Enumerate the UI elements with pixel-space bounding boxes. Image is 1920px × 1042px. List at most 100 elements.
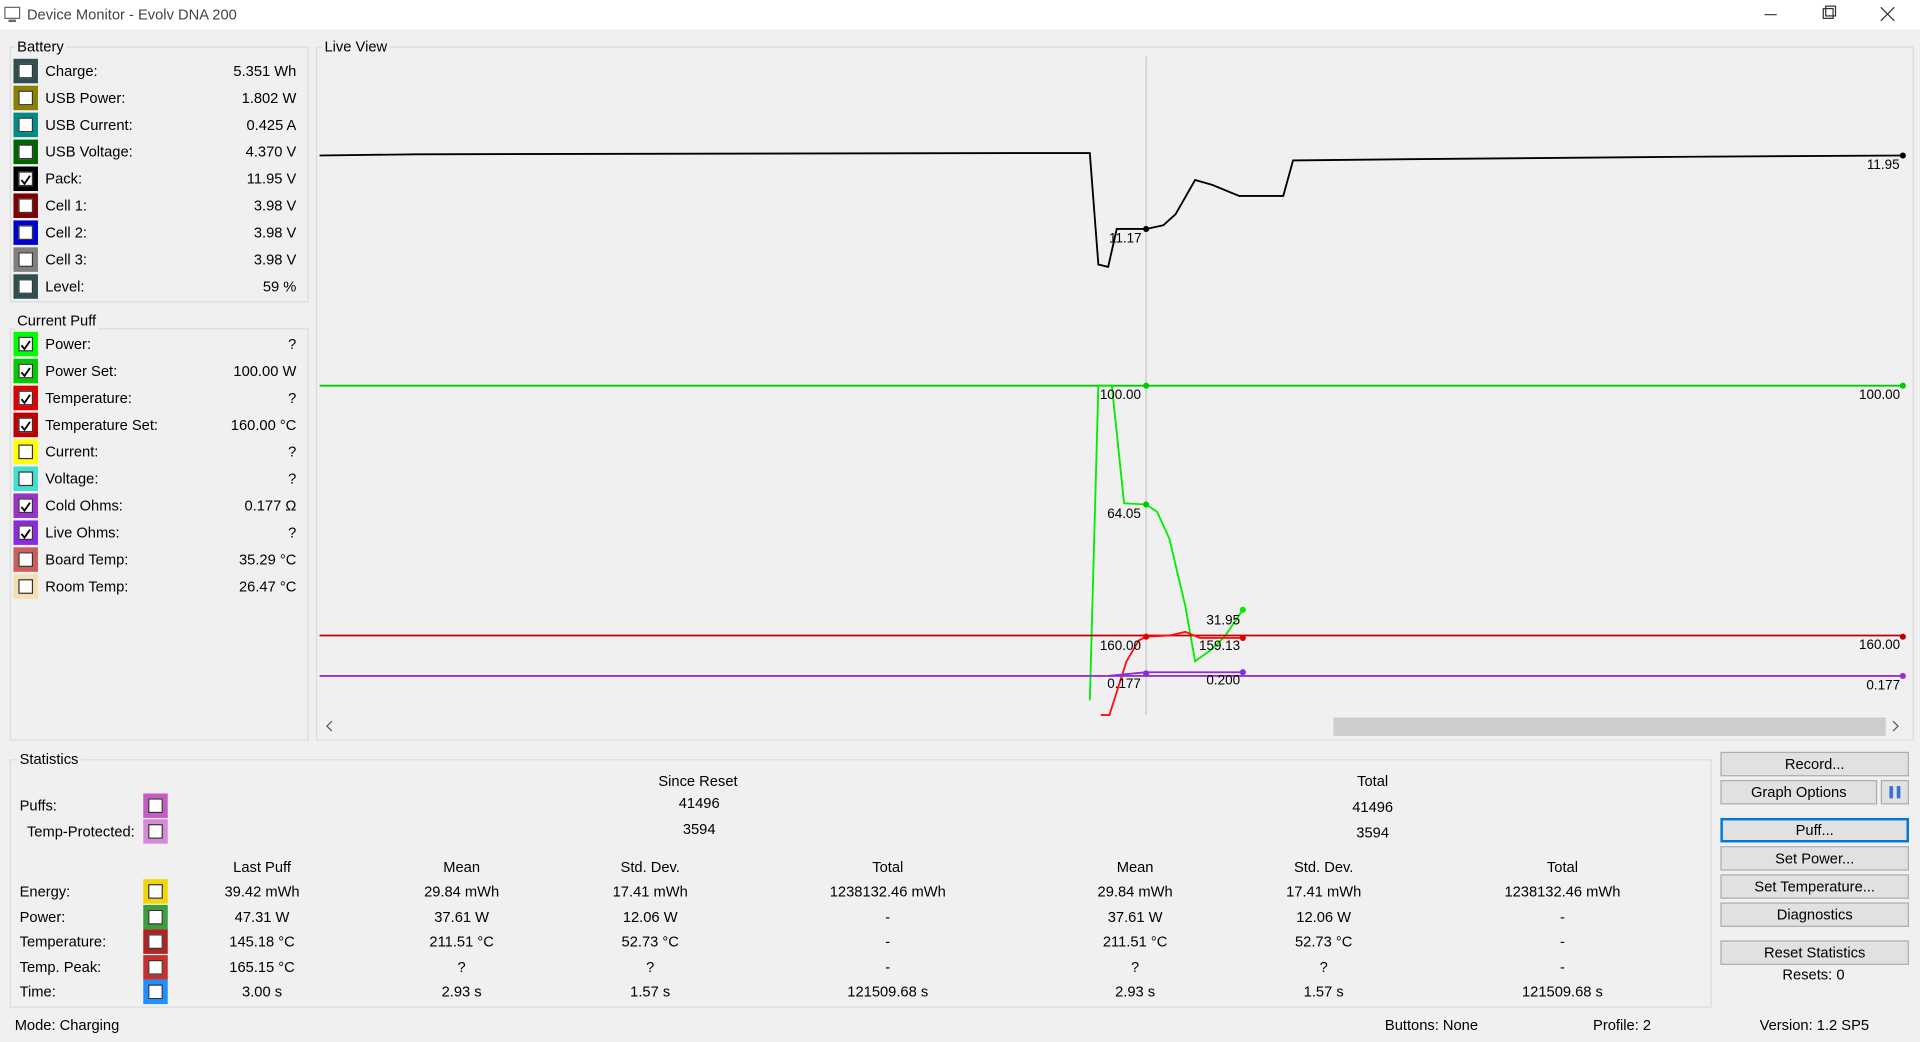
color-checkbox[interactable] bbox=[13, 412, 38, 438]
stat-cell: 1.57 s bbox=[630, 983, 671, 1001]
status-mode: Mode: Charging bbox=[14, 1016, 120, 1034]
graph-label: 64.05 bbox=[1107, 506, 1141, 521]
color-checkbox[interactable] bbox=[13, 166, 38, 192]
current-puff-group bbox=[9, 328, 309, 741]
pause-button[interactable] bbox=[1880, 780, 1909, 805]
reset-statistics-button[interactable]: Reset Statistics bbox=[1720, 940, 1909, 965]
window-controls[interactable] bbox=[1751, 5, 1910, 25]
field-label: Temperature: bbox=[45, 389, 132, 407]
stat-cell: - bbox=[885, 958, 891, 976]
stat-cell: 29.84 mWh bbox=[424, 882, 500, 901]
stat-cell: 1.57 s bbox=[1303, 983, 1344, 1001]
row-label: Energy: bbox=[19, 882, 71, 901]
stat-cell: ? bbox=[646, 958, 655, 976]
color-checkbox[interactable] bbox=[13, 112, 38, 138]
counter-since-reset: 41496 bbox=[678, 794, 720, 812]
color-checkbox[interactable] bbox=[13, 547, 38, 572]
color-checkbox[interactable] bbox=[143, 819, 168, 844]
field-label: Level: bbox=[45, 277, 85, 296]
field-value: 100.00 W bbox=[233, 362, 297, 380]
color-checkbox[interactable] bbox=[13, 274, 38, 299]
color-checkbox[interactable] bbox=[13, 466, 38, 492]
stat-cell: - bbox=[1560, 907, 1565, 926]
field-label: Cell 1: bbox=[45, 197, 87, 215]
stat-cell: - bbox=[1560, 933, 1565, 951]
stat-cell: 17.41 mWh bbox=[612, 882, 688, 901]
field-value: 59 % bbox=[262, 277, 297, 296]
stat-cell: ? bbox=[457, 958, 466, 976]
color-checkbox[interactable] bbox=[13, 520, 38, 545]
field-label: Pack: bbox=[45, 170, 83, 188]
color-checkbox[interactable] bbox=[143, 954, 168, 979]
graph-label: 100.00 bbox=[1100, 387, 1141, 402]
field-label: Power Set: bbox=[45, 362, 118, 380]
stat-cell: 1238132.46 mWh bbox=[829, 882, 946, 901]
column-header: Mean bbox=[443, 858, 481, 876]
color-checkbox[interactable] bbox=[143, 904, 168, 929]
color-checkbox[interactable] bbox=[143, 793, 168, 818]
stat-cell: 121509.68 s bbox=[847, 983, 929, 1001]
stat-cell: - bbox=[885, 907, 891, 926]
stat-cell: - bbox=[1560, 958, 1565, 976]
diagnostics-button[interactable]: Diagnostics bbox=[1720, 902, 1909, 927]
counter-label: Puffs: bbox=[19, 797, 57, 815]
field-value: 35.29 °C bbox=[238, 551, 297, 569]
color-checkbox[interactable] bbox=[13, 574, 38, 599]
color-checkbox[interactable] bbox=[143, 879, 168, 904]
field-label: USB Voltage: bbox=[45, 143, 133, 161]
column-header: Total bbox=[1546, 858, 1578, 876]
field-value: 3.98 V bbox=[253, 251, 297, 269]
field-value: 5.351 Wh bbox=[233, 62, 297, 80]
color-checkbox[interactable] bbox=[13, 385, 38, 411]
color-checkbox[interactable] bbox=[13, 331, 38, 357]
color-checkbox[interactable] bbox=[143, 929, 168, 954]
set-power-button[interactable]: Set Power... bbox=[1720, 846, 1909, 871]
scrollbar[interactable] bbox=[319, 716, 1908, 738]
field-label: Temperature Set: bbox=[45, 416, 159, 434]
app-icon bbox=[4, 6, 21, 23]
row-label: Time: bbox=[19, 983, 56, 1001]
color-checkbox[interactable] bbox=[13, 247, 38, 272]
field-label: Current: bbox=[45, 443, 99, 461]
field-value: ? bbox=[288, 470, 297, 488]
puff-button[interactable]: Puff... bbox=[1720, 817, 1909, 843]
field-value: 160.00 °C bbox=[230, 416, 297, 434]
group-title: Current Puff bbox=[14, 312, 99, 330]
color-checkbox[interactable] bbox=[13, 493, 38, 518]
column-header: Mean bbox=[1116, 858, 1154, 876]
set-temperature-button[interactable]: Set Temperature... bbox=[1720, 874, 1909, 899]
live-view-group bbox=[315, 46, 1914, 741]
column-header: Last Puff bbox=[233, 858, 291, 876]
color-checkbox[interactable] bbox=[13, 58, 38, 84]
field-value: 3.98 V bbox=[253, 224, 297, 242]
color-checkbox[interactable] bbox=[13, 193, 38, 218]
stat-cell: 17.41 mWh bbox=[1286, 882, 1362, 901]
counter-since-reset: 3594 bbox=[682, 820, 716, 838]
battery-group bbox=[9, 46, 309, 303]
stat-cell: 3.00 s bbox=[242, 983, 283, 1001]
stat-cell: 145.18 °C bbox=[229, 933, 295, 951]
color-checkbox[interactable] bbox=[13, 139, 38, 165]
stat-cell: 37.61 W bbox=[434, 907, 490, 926]
graph-label: 160.00 bbox=[1859, 637, 1900, 652]
color-checkbox[interactable] bbox=[13, 358, 38, 384]
field-label: Cold Ohms: bbox=[45, 497, 123, 515]
graph-label: 160.00 bbox=[1100, 638, 1141, 653]
field-label: Cell 2: bbox=[45, 224, 87, 242]
field-label: Board Temp: bbox=[45, 551, 129, 569]
record-button[interactable]: Record... bbox=[1720, 751, 1909, 777]
field-label: Live Ohms: bbox=[45, 524, 120, 542]
field-value: 11.95 V bbox=[246, 170, 297, 188]
color-checkbox[interactable] bbox=[13, 85, 38, 111]
graph-options-button[interactable]: Graph Options bbox=[1720, 780, 1878, 805]
field-value: 4.370 V bbox=[245, 143, 297, 161]
color-checkbox[interactable] bbox=[143, 979, 168, 1005]
field-label: USB Current: bbox=[45, 116, 133, 134]
field-value: 0.425 A bbox=[246, 116, 297, 134]
graph-label: 159.13 bbox=[1199, 638, 1240, 653]
color-checkbox[interactable] bbox=[13, 220, 38, 245]
stat-cell: 12.06 W bbox=[1296, 907, 1352, 926]
graph-label: 31.95 bbox=[1206, 612, 1240, 627]
color-checkbox[interactable] bbox=[13, 439, 38, 465]
